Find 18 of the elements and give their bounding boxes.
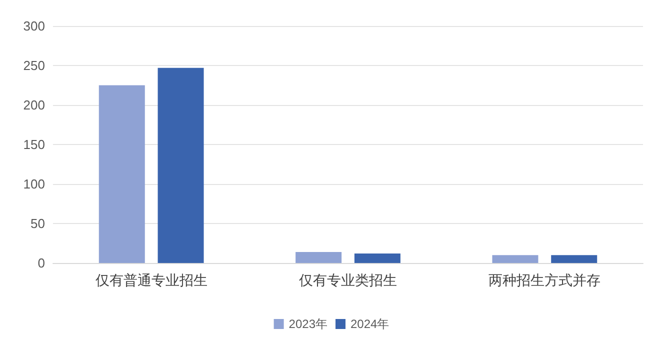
legend-label: 2023年 bbox=[288, 317, 328, 331]
bar bbox=[158, 68, 204, 263]
bar bbox=[354, 254, 400, 263]
y-tick-label: 150 bbox=[23, 137, 45, 152]
bar bbox=[98, 85, 145, 263]
y-tick-label: 200 bbox=[23, 98, 45, 112]
x-tick-label: 仅有普通专业招生 bbox=[95, 272, 208, 288]
bar bbox=[551, 255, 598, 263]
y-tick-label: 0 bbox=[38, 256, 45, 270]
y-tick-label: 100 bbox=[23, 176, 45, 192]
y-tick-label: 50 bbox=[30, 216, 45, 231]
bar bbox=[492, 255, 538, 263]
y-tick-label: 300 bbox=[23, 18, 45, 34]
legend-label: 2024年 bbox=[350, 317, 390, 331]
x-tick-label: 仅有专业类招生 bbox=[299, 272, 397, 288]
bar bbox=[296, 252, 342, 263]
x-tick-label: 两种招生方式并存 bbox=[488, 272, 601, 288]
y-tick-label: 250 bbox=[23, 58, 45, 73]
